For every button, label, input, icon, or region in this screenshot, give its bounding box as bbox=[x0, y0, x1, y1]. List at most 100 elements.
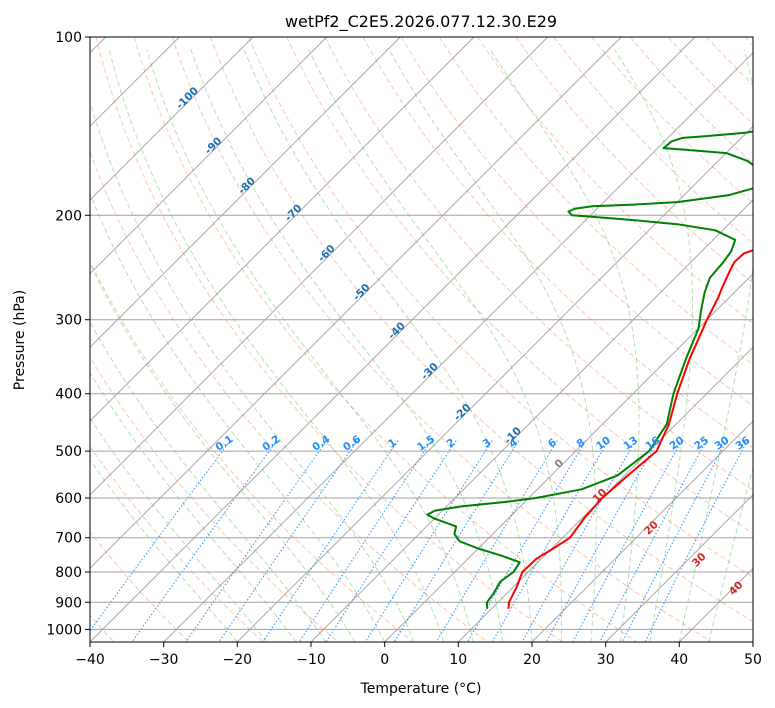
isotherm-line bbox=[90, 37, 622, 569]
mixing-ratio-line bbox=[131, 440, 278, 642]
dry-adiabat-line bbox=[90, 356, 339, 642]
isotherm-label: -50 bbox=[351, 281, 373, 303]
mixing-ratio-label: 8 bbox=[574, 436, 587, 450]
chart-title: wetPf2_C2E5.2026.077.12.30.E29 bbox=[285, 12, 557, 32]
dry-adiabat-line bbox=[362, 37, 753, 449]
mixing-ratio-label: 10 bbox=[594, 434, 613, 452]
moist-adiabats bbox=[90, 49, 753, 642]
moist-adiabat-line bbox=[108, 49, 445, 642]
dry-adiabat-line bbox=[553, 37, 753, 244]
dry-adiabat-line bbox=[90, 259, 414, 642]
mixing-ratio-line bbox=[467, 440, 587, 642]
dry-adiabat-line bbox=[744, 37, 753, 47]
isotherm-label: -100 bbox=[174, 85, 201, 112]
moist-adiabat-line bbox=[388, 49, 597, 642]
moist-adiabat-line bbox=[146, 49, 474, 642]
y-axis-label: Pressure (hPa) bbox=[12, 290, 28, 390]
isotherm-label: -20 bbox=[452, 402, 474, 424]
x-axis-ticks: −40 −30 −20 −10 0 10 20 30 40 50 bbox=[75, 642, 762, 668]
isotherm-line bbox=[752, 641, 753, 642]
isotherm-line bbox=[90, 37, 549, 496]
isotherm-label: -70 bbox=[283, 202, 305, 224]
moist-adiabat-line bbox=[678, 49, 753, 642]
mixing-ratio-label: 30 bbox=[713, 434, 732, 452]
x-tick-label: −40 bbox=[75, 652, 105, 668]
dewpoint-profile-line bbox=[426, 130, 753, 609]
x-tick-label: 0 bbox=[380, 652, 389, 668]
dry-adiabat-line bbox=[629, 37, 753, 165]
mixing-ratio-line bbox=[435, 440, 558, 642]
dry-adiabat-line bbox=[591, 37, 753, 204]
y-tick-label: 900 bbox=[55, 595, 82, 611]
dry-adiabat-line bbox=[438, 37, 753, 366]
y-tick-label: 500 bbox=[55, 444, 82, 460]
y-tick-label: 100 bbox=[55, 30, 82, 46]
y-tick-label: 600 bbox=[55, 491, 82, 507]
mixing-ratio-line bbox=[298, 440, 432, 642]
mixing-ratio-line bbox=[521, 440, 637, 642]
y-tick-label: 800 bbox=[55, 565, 82, 581]
dry-adiabat-line bbox=[133, 37, 638, 642]
isotherm-line bbox=[90, 37, 254, 201]
mixing-ratio-line bbox=[218, 440, 358, 642]
isotherm-label: -10 bbox=[502, 425, 524, 447]
y-tick-label: 700 bbox=[55, 531, 82, 547]
moist-adiabat-line bbox=[90, 417, 268, 642]
x-axis-label: Temperature (°C) bbox=[360, 681, 482, 697]
dry-adiabat-line bbox=[90, 531, 190, 642]
moist-adiabat-line bbox=[90, 321, 327, 642]
dry-adiabat-line bbox=[515, 37, 753, 284]
dry-adiabat-line bbox=[95, 37, 563, 642]
isotherm-label: -40 bbox=[386, 320, 408, 342]
moist-adiabat-line bbox=[90, 371, 297, 642]
isotherm-line bbox=[236, 125, 753, 642]
dry-adiabat-line bbox=[210, 37, 753, 623]
moist-adiabat-line bbox=[90, 99, 415, 642]
moist-adiabat-label: 40 bbox=[727, 579, 746, 598]
isotherm-line bbox=[90, 37, 401, 348]
dry-adiabat-line bbox=[286, 37, 753, 534]
mixing-ratio-line bbox=[364, 440, 493, 642]
mixing-ratio-label: 13 bbox=[621, 434, 640, 452]
isotherm-line bbox=[90, 37, 328, 275]
dry-adiabats bbox=[90, 37, 753, 642]
y-tick-label: 200 bbox=[55, 208, 82, 224]
x-tick-label: 10 bbox=[449, 652, 467, 668]
isobar-gridlines bbox=[90, 37, 753, 630]
isotherm-line bbox=[310, 199, 753, 642]
isotherm-line bbox=[90, 37, 475, 422]
mixing-ratio-line bbox=[599, 440, 707, 642]
mixing-ratio-line bbox=[545, 440, 659, 642]
isotherm-label: -80 bbox=[236, 175, 258, 197]
isotherm-label: -90 bbox=[203, 135, 225, 157]
temperature-profile-line bbox=[507, 249, 753, 609]
dry-adiabat-line bbox=[90, 445, 264, 642]
mixing-ratio-label: 25 bbox=[692, 434, 711, 452]
moist-adiabat-label: 20 bbox=[642, 519, 661, 538]
moist-adiabat-line bbox=[190, 49, 503, 642]
x-tick-label: 50 bbox=[744, 652, 762, 668]
mixing-ratio-label: 3 bbox=[481, 436, 494, 450]
isotherm-line bbox=[531, 420, 753, 642]
moist-adiabat-line bbox=[614, 49, 693, 642]
profile-series bbox=[426, 130, 753, 609]
moist-adiabat-line bbox=[90, 262, 356, 642]
overlay-labels: 0.1 0.2 0.4 0.6 1 1.5 2 3 4 6 8 10 13 16 20 25 30 36-100-… bbox=[174, 85, 752, 598]
x-tick-label: 20 bbox=[523, 652, 541, 668]
y-axis-ticks: 100 200 300 400 500 600 700 800 900 1000 bbox=[46, 30, 90, 638]
moist-adiabat-line bbox=[90, 192, 386, 642]
mixing-ratio-line bbox=[185, 440, 328, 642]
dry-adiabat-line bbox=[668, 37, 753, 125]
y-tick-label: 1000 bbox=[46, 622, 82, 638]
isotherm-line bbox=[163, 52, 753, 642]
mixing-ratio-label: 36 bbox=[733, 434, 752, 452]
mixing-ratio-line bbox=[644, 440, 748, 642]
dry-adiabat-line bbox=[706, 37, 753, 86]
moist-adiabat-line bbox=[243, 49, 533, 642]
moist-adiabat-label: 30 bbox=[690, 551, 709, 570]
x-tick-label: −30 bbox=[149, 652, 179, 668]
mixing-ratio-label: 1 bbox=[386, 436, 399, 450]
mixing-ratio-label: 6 bbox=[546, 436, 559, 450]
isotherm-label: -30 bbox=[419, 361, 441, 383]
